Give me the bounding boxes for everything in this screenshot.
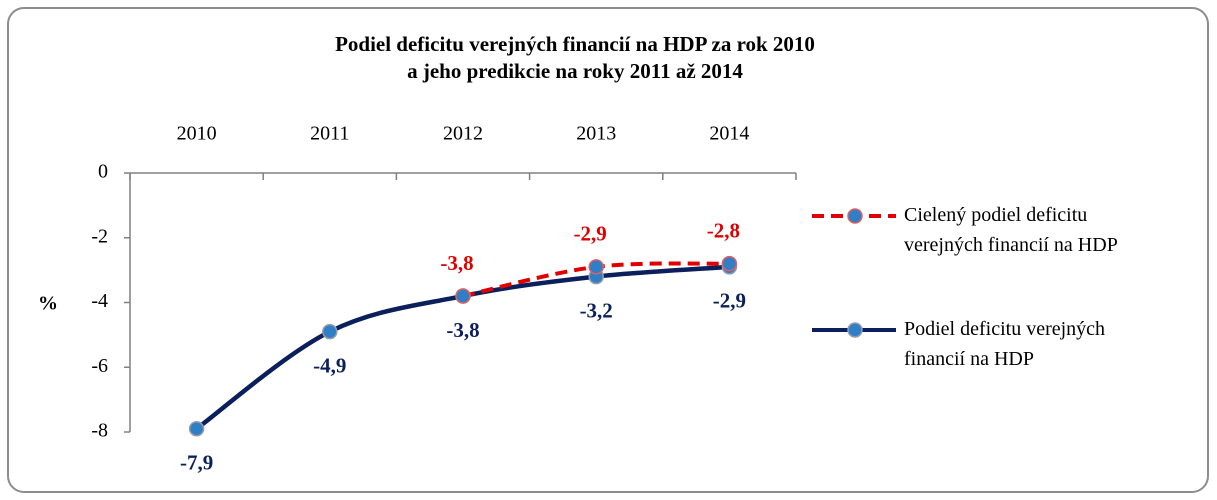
x-tick-label: 2013 <box>576 123 616 145</box>
x-tick-label: 2012 <box>443 123 483 145</box>
data-label: -7,9 <box>180 451 213 475</box>
y-tick-label: -6 <box>91 355 108 377</box>
y-tick-label: -2 <box>91 225 108 247</box>
legend-label: Cielený podiel deficitu verejných financi… <box>904 204 1118 256</box>
legend-label: Podiel deficitu verejných financií na HDP <box>904 318 1105 370</box>
data-label: -3,2 <box>580 298 613 322</box>
x-tick-label: 2010 <box>177 123 217 145</box>
series-marker <box>588 259 604 275</box>
data-label: -2,8 <box>707 218 740 242</box>
legend-marker <box>847 208 863 224</box>
y-tick-label: -8 <box>91 420 108 442</box>
data-label: -2,9 <box>574 222 607 246</box>
data-label: -3,8 <box>440 251 473 275</box>
data-label: -4,9 <box>313 353 346 377</box>
series-marker <box>322 323 338 340</box>
series-marker <box>721 255 738 272</box>
chart-title: Podiel deficitu verejných financií na HD… <box>335 32 815 56</box>
x-tick-label: 2011 <box>310 123 349 145</box>
chart-title: a jeho predikcie na roky 2011 až 2014 <box>407 59 743 83</box>
data-label: -2,9 <box>713 289 746 313</box>
y-tick-label: -4 <box>91 290 108 312</box>
data-label: -3,8 <box>446 318 479 342</box>
y-tick-label: 0 <box>98 161 108 183</box>
series-marker <box>188 421 205 437</box>
legend-marker <box>847 322 863 338</box>
y-axis-label: % <box>38 293 58 315</box>
chart-frame <box>7 7 1209 493</box>
series-marker <box>455 288 471 304</box>
x-tick-label: 2014 <box>709 123 749 145</box>
